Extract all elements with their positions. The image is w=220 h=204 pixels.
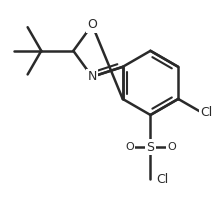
Text: O: O <box>125 142 134 152</box>
Text: S: S <box>147 141 154 154</box>
Text: Cl: Cl <box>200 106 212 120</box>
Text: O: O <box>167 142 176 152</box>
Text: Cl: Cl <box>156 173 169 186</box>
Text: O: O <box>87 18 97 31</box>
Text: N: N <box>88 70 97 83</box>
